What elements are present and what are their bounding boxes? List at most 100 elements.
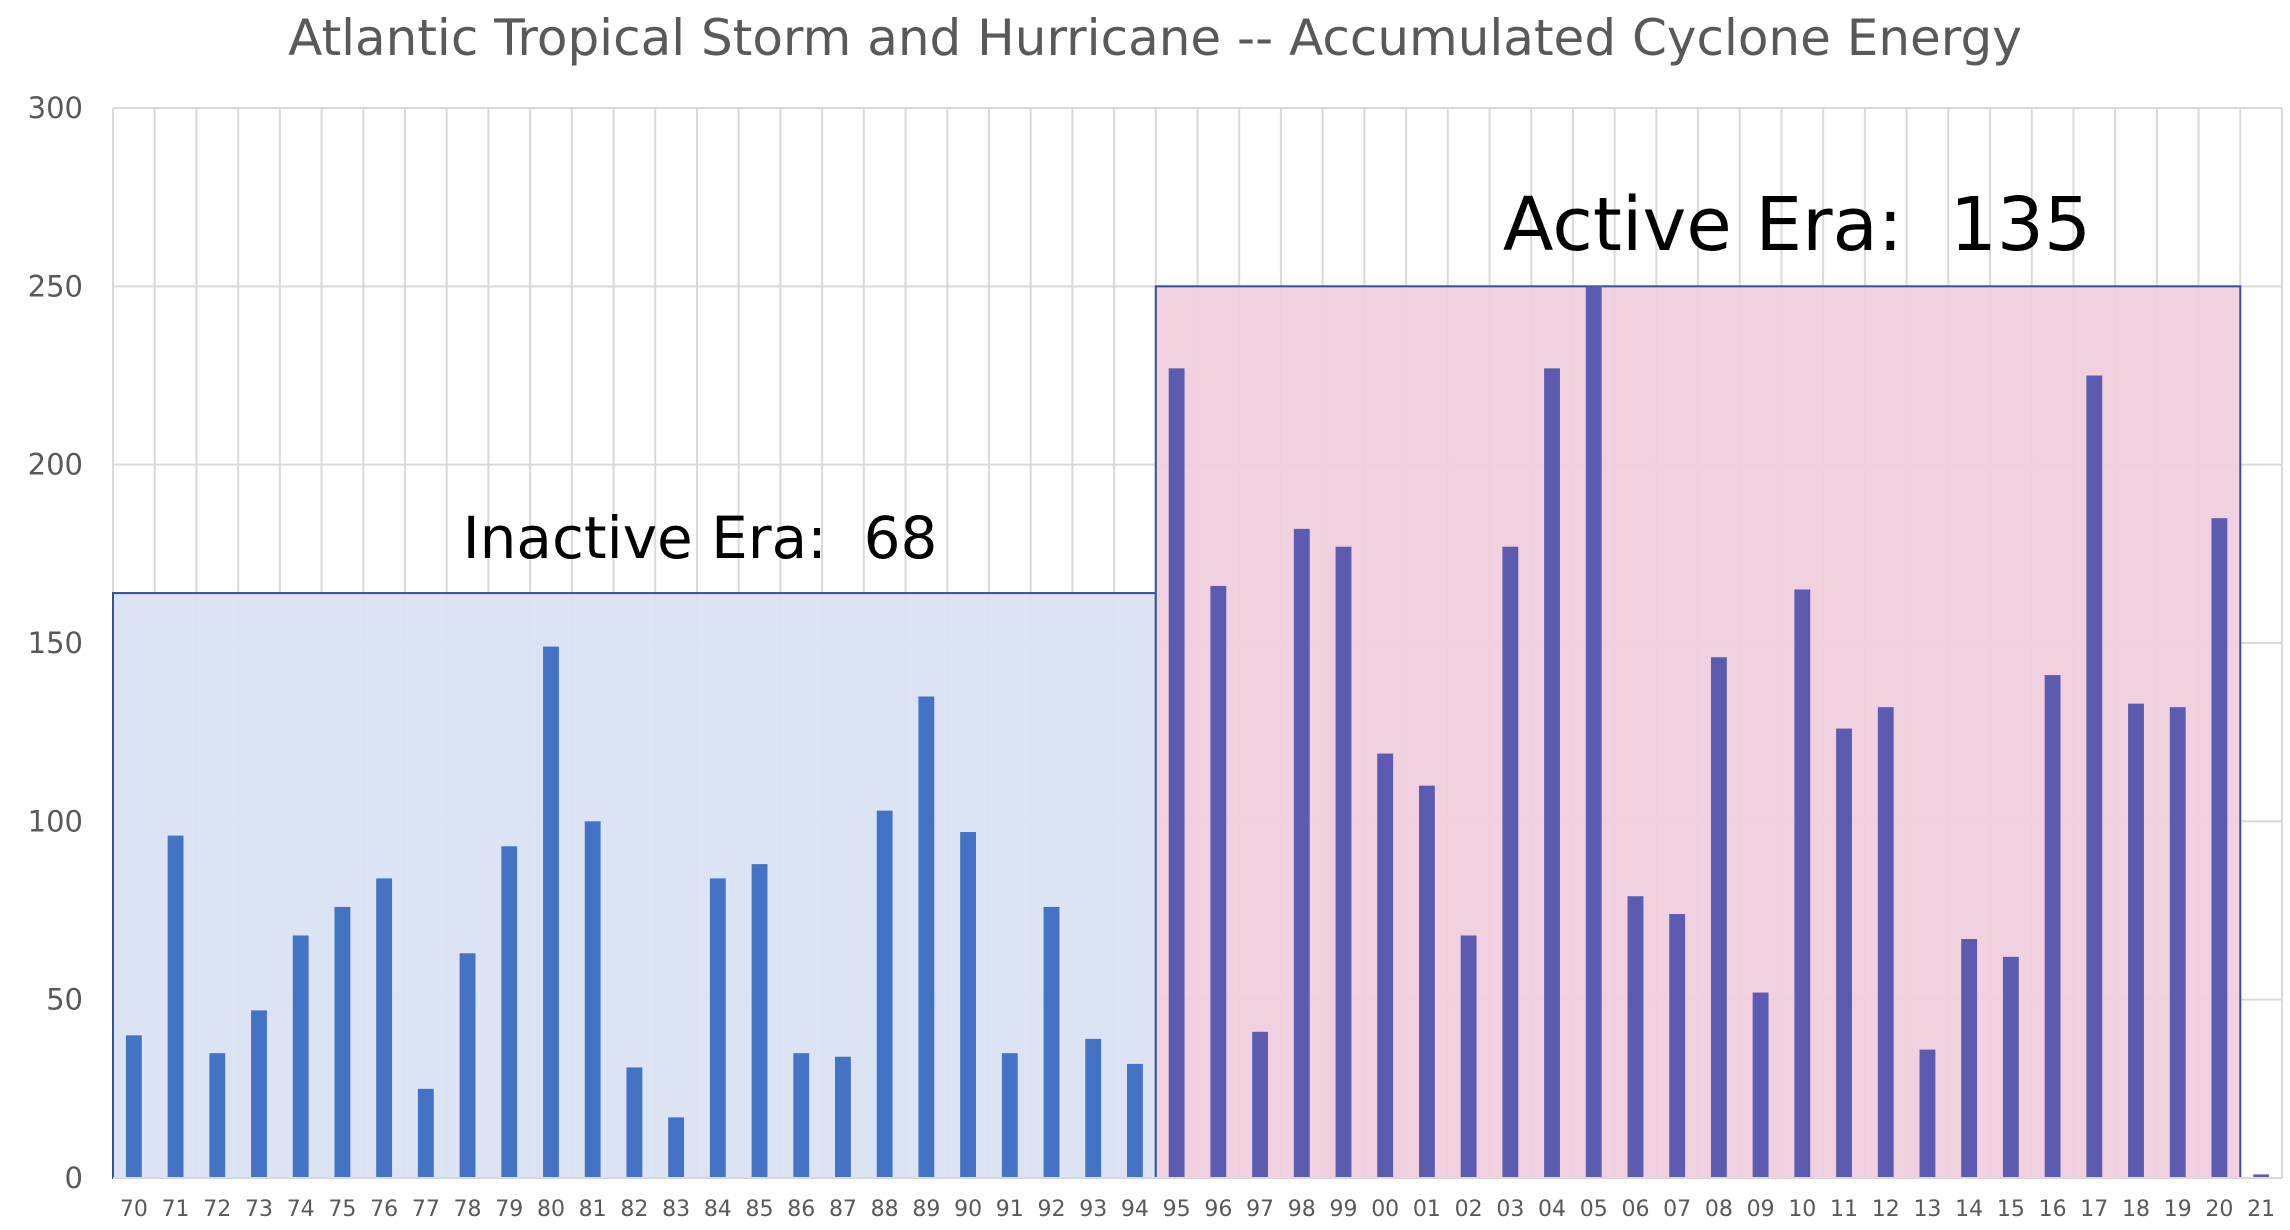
x-tick-label: 17 [2080, 1197, 2108, 1222]
x-tick-label: 89 [912, 1197, 940, 1222]
bar-93 [1085, 1038, 1102, 1178]
x-tick-label: 95 [1163, 1197, 1191, 1222]
bar-04 [1544, 368, 1560, 1178]
x-tick-label: 09 [1747, 1197, 1775, 1222]
chart-title: Atlantic Tropical Storm and Hurricane --… [288, 9, 2022, 67]
y-tick-label: 250 [28, 269, 83, 303]
y-tick-label: 0 [65, 1161, 83, 1195]
bar-00 [1377, 753, 1394, 1178]
bar-79 [501, 846, 518, 1178]
x-tick-label: 01 [1413, 1197, 1441, 1222]
bar-87 [835, 1056, 851, 1178]
x-tick-label: 90 [954, 1197, 982, 1222]
bar-90 [960, 832, 977, 1178]
bar-88 [876, 810, 893, 1178]
bar-09 [1752, 992, 1769, 1178]
bar-70 [125, 1035, 142, 1178]
bar-89 [918, 696, 935, 1178]
bar-98 [1293, 528, 1310, 1178]
active-era-region [1154, 285, 2242, 1180]
x-tick-label: 86 [787, 1197, 815, 1222]
x-tick-label: 75 [328, 1197, 356, 1222]
x-tick-label: 97 [1246, 1197, 1274, 1222]
bar-03 [1502, 546, 1519, 1178]
bar-02 [1460, 935, 1477, 1178]
x-tick-label: 15 [1997, 1197, 2025, 1222]
x-tick-label: 03 [1496, 1197, 1524, 1222]
bar-10 [1794, 589, 1811, 1178]
x-tick-label: 21 [2247, 1197, 2275, 1222]
x-tick-label: 77 [412, 1197, 440, 1222]
bar-83 [668, 1117, 685, 1178]
y-tick-label: 200 [28, 448, 83, 482]
x-tick-label: 13 [1913, 1197, 1941, 1222]
bar-86 [793, 1053, 810, 1178]
bar-85 [751, 864, 768, 1178]
bar-08 [1710, 657, 1727, 1178]
bar-76 [376, 878, 393, 1178]
x-tick-label: 74 [287, 1197, 315, 1222]
x-tick-label: 92 [1038, 1197, 1066, 1222]
x-tick-label: 70 [120, 1197, 148, 1222]
bar-15 [2002, 956, 2019, 1178]
x-tick-label: 18 [2122, 1197, 2150, 1222]
bar-17 [2086, 375, 2103, 1178]
bar-06 [1627, 896, 1644, 1178]
x-tick-label: 73 [245, 1197, 273, 1222]
x-tick-label: 02 [1455, 1197, 1483, 1222]
bar-97 [1252, 1031, 1268, 1178]
inactive-era-label: Inactive Era: 68 [463, 504, 938, 572]
x-tick-label: 16 [2039, 1197, 2067, 1222]
bar-01 [1418, 785, 1435, 1178]
x-tick-label: 04 [1538, 1197, 1566, 1222]
bar-95 [1168, 368, 1185, 1178]
bar-73 [251, 1010, 267, 1178]
x-tick-label: 98 [1288, 1197, 1316, 1222]
x-tick-label: 85 [746, 1197, 774, 1222]
x-tick-label: 93 [1079, 1197, 1107, 1222]
bar-07 [1669, 914, 1686, 1178]
x-tick-label: 94 [1121, 1197, 1149, 1222]
bar-18 [2128, 703, 2144, 1178]
bar-71 [167, 835, 184, 1178]
bar-82 [626, 1067, 643, 1178]
bar-84 [709, 878, 726, 1178]
x-tick-label: 11 [1830, 1197, 1858, 1222]
x-tick-label: 96 [1204, 1197, 1232, 1222]
x-tick-label: 19 [2164, 1197, 2192, 1222]
bar-05 [1585, 286, 1602, 1178]
bar-78 [459, 953, 476, 1178]
bar-92 [1043, 906, 1060, 1178]
x-tick-label: 07 [1663, 1197, 1691, 1222]
x-tick-label: 72 [203, 1197, 231, 1222]
bar-91 [1001, 1053, 1018, 1178]
x-tick-label: 78 [454, 1197, 482, 1222]
era-labels: Inactive Era: 68 Active Era: 135 [463, 182, 2092, 572]
bar-81 [584, 821, 601, 1178]
x-tick-label: 12 [1872, 1197, 1900, 1222]
x-tick-label: 00 [1371, 1197, 1399, 1222]
bar-11 [1836, 728, 1852, 1178]
bars [125, 286, 2270, 1178]
bar-96 [1210, 585, 1227, 1178]
bar-20 [2211, 518, 2228, 1178]
x-tick-label: 14 [1955, 1197, 1983, 1222]
x-tick-label: 80 [537, 1197, 565, 1222]
x-tick-label: 05 [1580, 1197, 1608, 1222]
x-tick-label: 08 [1705, 1197, 1733, 1222]
y-tick-label: 100 [28, 804, 83, 838]
bar-75 [334, 906, 351, 1178]
bar-19 [2169, 707, 2186, 1178]
y-tick-label: 150 [28, 626, 83, 660]
x-tick-label: 06 [1621, 1197, 1649, 1222]
x-tick-label: 10 [1788, 1197, 1816, 1222]
x-tick-label: 76 [370, 1197, 398, 1222]
x-tick-label: 82 [620, 1197, 648, 1222]
bar-16 [2044, 675, 2061, 1178]
x-tick-label: 83 [662, 1197, 690, 1222]
x-tick-label: 88 [871, 1197, 899, 1222]
bar-21 [2253, 1174, 2270, 1178]
x-tick-label: 99 [1329, 1197, 1357, 1222]
